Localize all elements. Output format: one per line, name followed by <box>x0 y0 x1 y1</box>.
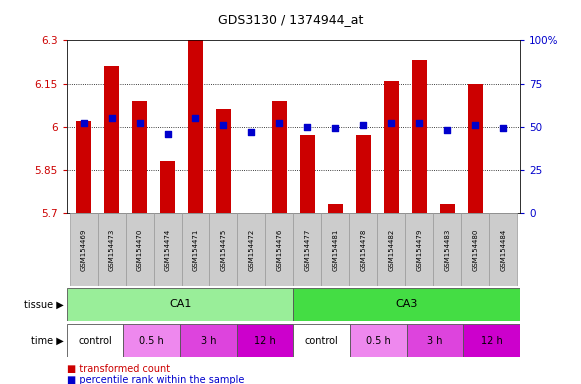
Bar <box>266 213 293 286</box>
Text: GSM154477: GSM154477 <box>304 228 310 271</box>
Text: GSM154476: GSM154476 <box>277 228 282 271</box>
Bar <box>356 136 371 213</box>
Bar <box>293 288 520 321</box>
Bar <box>124 324 180 357</box>
Bar <box>153 213 181 286</box>
Text: 12 h: 12 h <box>254 336 276 346</box>
Bar <box>489 213 517 286</box>
Bar <box>210 213 238 286</box>
Bar <box>349 213 377 286</box>
Bar <box>440 205 455 213</box>
Bar <box>411 60 427 213</box>
Text: 0.5 h: 0.5 h <box>366 336 391 346</box>
Bar <box>300 136 315 213</box>
Point <box>219 122 228 128</box>
Text: GSM154481: GSM154481 <box>332 228 338 271</box>
Bar <box>188 40 203 213</box>
Text: GSM154479: GSM154479 <box>417 228 422 271</box>
Bar <box>67 324 124 357</box>
Bar <box>125 213 153 286</box>
Text: GSM154478: GSM154478 <box>360 228 367 271</box>
Text: time ▶: time ▶ <box>31 336 64 346</box>
Text: GSM154469: GSM154469 <box>81 228 87 271</box>
Text: control: control <box>305 336 339 346</box>
Text: GSM154473: GSM154473 <box>109 228 114 271</box>
Text: ■ percentile rank within the sample: ■ percentile rank within the sample <box>67 375 244 384</box>
Point <box>135 120 144 126</box>
Text: GSM154483: GSM154483 <box>444 228 450 271</box>
Bar <box>461 213 489 286</box>
Point <box>331 126 340 132</box>
Point <box>163 131 172 137</box>
Text: CA3: CA3 <box>396 299 418 310</box>
Text: 0.5 h: 0.5 h <box>139 336 164 346</box>
Point <box>387 120 396 126</box>
Text: GSM154471: GSM154471 <box>192 228 199 271</box>
Bar <box>321 213 349 286</box>
Point <box>415 120 424 126</box>
Text: 3 h: 3 h <box>200 336 216 346</box>
Bar <box>383 81 399 213</box>
Text: GSM154480: GSM154480 <box>472 228 478 271</box>
Bar <box>216 109 231 213</box>
Bar <box>293 213 321 286</box>
Point <box>358 122 368 128</box>
Text: ■ transformed count: ■ transformed count <box>67 364 170 374</box>
Bar <box>293 324 350 357</box>
Text: control: control <box>78 336 112 346</box>
Bar <box>98 213 125 286</box>
Bar <box>70 213 98 286</box>
Bar <box>67 288 293 321</box>
Bar <box>464 324 520 357</box>
Bar <box>328 205 343 213</box>
Point <box>443 127 452 133</box>
Bar <box>104 66 119 213</box>
Bar <box>433 213 461 286</box>
Text: GSM154475: GSM154475 <box>220 228 227 271</box>
Point <box>247 129 256 135</box>
Bar <box>76 121 91 213</box>
Point <box>191 115 200 121</box>
Bar <box>237 324 293 357</box>
Bar <box>180 324 237 357</box>
Bar <box>350 324 407 357</box>
Point <box>275 120 284 126</box>
Point <box>79 120 88 126</box>
Text: tissue ▶: tissue ▶ <box>24 299 64 310</box>
Point <box>498 126 508 132</box>
Point <box>107 115 116 121</box>
Point <box>471 122 480 128</box>
Text: CA1: CA1 <box>169 299 191 310</box>
Point <box>303 124 312 130</box>
Text: GSM154472: GSM154472 <box>249 228 254 271</box>
Bar <box>272 101 287 213</box>
Text: GSM154474: GSM154474 <box>164 228 170 271</box>
Bar <box>181 213 210 286</box>
Text: GSM154484: GSM154484 <box>500 228 506 271</box>
Bar <box>160 161 175 213</box>
Bar <box>238 213 266 286</box>
Text: GSM154470: GSM154470 <box>137 228 142 271</box>
Text: 12 h: 12 h <box>481 336 503 346</box>
Bar <box>406 213 433 286</box>
Text: GSM154482: GSM154482 <box>388 228 394 271</box>
Text: GDS3130 / 1374944_at: GDS3130 / 1374944_at <box>218 13 363 26</box>
Bar <box>377 213 406 286</box>
Bar <box>407 324 464 357</box>
Text: 3 h: 3 h <box>427 336 443 346</box>
Bar <box>468 84 483 213</box>
Bar <box>132 101 147 213</box>
